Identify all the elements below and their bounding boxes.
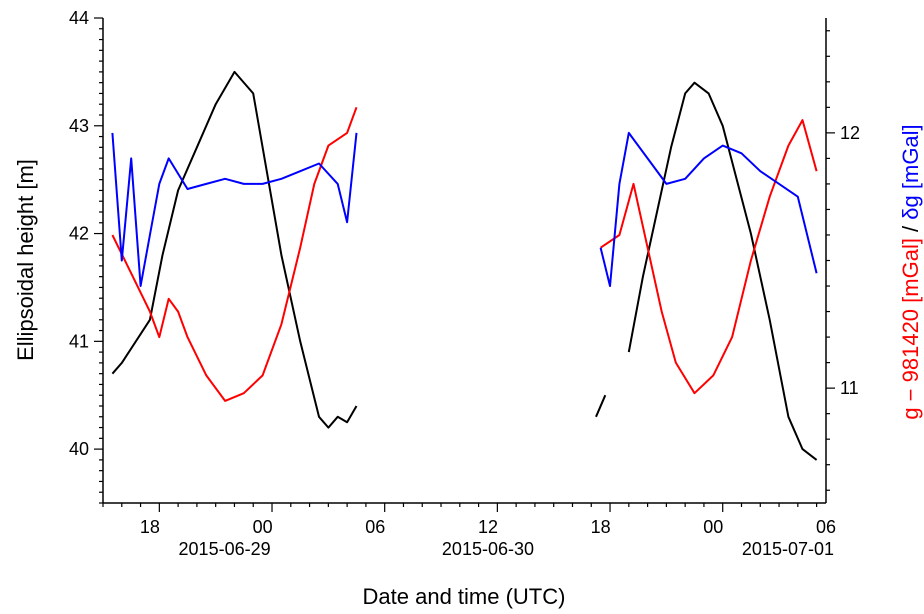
x-tick-label: 12 (478, 517, 498, 537)
series-2-segment-1 (599, 131, 818, 287)
series-1-segment-0 (111, 106, 358, 402)
series-0-segment-0 (111, 70, 358, 429)
right-tick-label: 12 (840, 123, 860, 143)
right-axis-title-part: δg [mGal] (898, 124, 923, 219)
series-2-segment-0 (111, 132, 358, 287)
x-tick-label: 06 (816, 517, 836, 537)
left-tick-label: 43 (69, 116, 89, 136)
tick-labels: 18 00 06 12 18 00 06 2015-06-29 2015-06-30 2015-0… (69, 8, 860, 559)
right-axis-title-part: g − 981420 [mGal] (898, 238, 923, 420)
plot-series (111, 70, 818, 461)
x-axis-title: Date and time (UTC) (363, 584, 566, 609)
right-axis-title-part: / (898, 220, 923, 238)
x-tick-label: 18 (140, 517, 160, 537)
x-tick-label: 06 (365, 517, 385, 537)
right-tick-label: 11 (840, 378, 859, 398)
right-axis-title: g − 981420 [mGal] / δg [mGal] (898, 124, 923, 419)
x-date-label: 2015-06-30 (442, 539, 534, 559)
series-0-segment-1 (595, 394, 607, 418)
left-tick-label: 40 (69, 439, 89, 459)
series-0-segment-2 (627, 81, 818, 461)
x-date-label: 2015-06-29 (179, 539, 271, 559)
left-tick-label: 42 (69, 224, 89, 244)
left-tick-label: 44 (69, 8, 89, 28)
left-tick-label: 41 (69, 331, 89, 351)
axes (102, 18, 827, 504)
x-tick-label: 18 (591, 517, 611, 537)
x-tick-label: 00 (253, 517, 273, 537)
x-tick-label: 00 (703, 517, 723, 537)
left-axis-title: Ellipsoidal height [m] (13, 159, 38, 361)
series-1-segment-1 (600, 119, 818, 395)
ticks (94, 17, 835, 512)
x-date-label: 2015-07-01 (742, 539, 834, 559)
